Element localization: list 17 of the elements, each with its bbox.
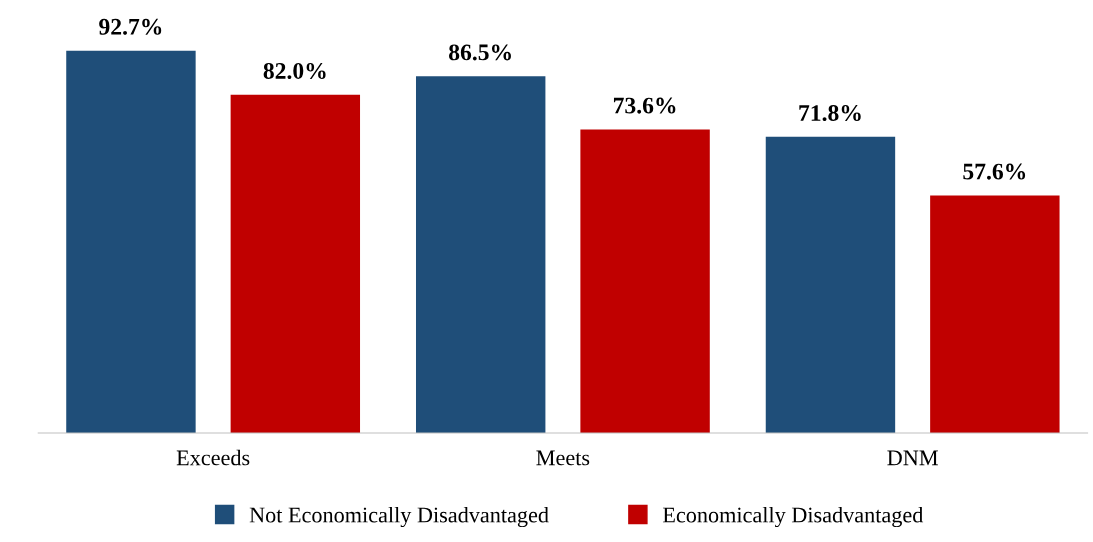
- data-label: 82.0%: [263, 62, 326, 79]
- data-label: 73.6%: [613, 97, 676, 114]
- bar: [66, 50, 196, 434]
- x-tick-label: Meets: [536, 450, 590, 466]
- data-label: 92.7%: [99, 18, 162, 35]
- data-label: 86.5%: [449, 44, 511, 61]
- data-label: 71.8%: [799, 105, 861, 122]
- legend-label: Economically Disadvantaged: [662, 506, 924, 528]
- x-tick-label: DNM: [887, 450, 938, 466]
- bar: [416, 76, 546, 434]
- bar: [230, 94, 361, 434]
- bar: [580, 129, 710, 434]
- bar: [930, 195, 1060, 434]
- legend-label: Not Economically Disadvantaged: [249, 506, 549, 528]
- bar: [765, 136, 896, 434]
- data-label: 57.6%: [963, 163, 1026, 180]
- x-tick-label: Exceeds: [176, 449, 250, 466]
